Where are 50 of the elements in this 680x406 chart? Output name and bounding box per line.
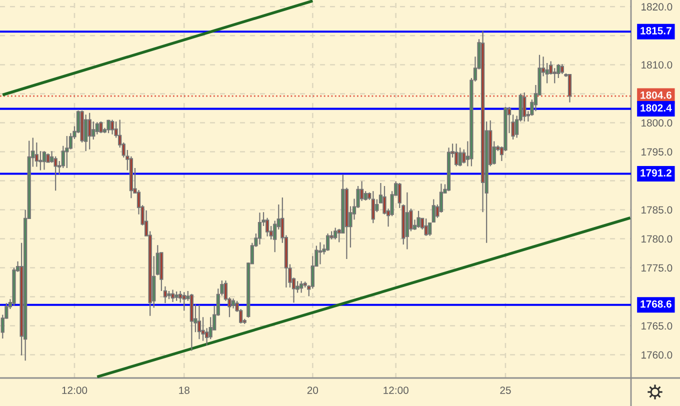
candlestick [258, 212, 262, 246]
candlestick [334, 227, 338, 240]
x-tick-label: 20 [307, 386, 318, 394]
candlestick [167, 290, 171, 300]
candlestick [182, 292, 186, 312]
candlestick [522, 92, 526, 122]
candlestick [428, 222, 432, 236]
candlestick [34, 142, 38, 168]
candlestick [65, 136, 69, 169]
y-tick-label: 1820.0 [642, 3, 672, 11]
x-tick-label: 25 [500, 386, 511, 394]
y-tick-label: 1775.0 [642, 264, 672, 272]
y-tick-label: 1810.0 [642, 61, 672, 69]
x-tick-label: 12:00 [384, 386, 408, 394]
ref-line-label: 1802.4 [640, 104, 672, 112]
x-tick-label: 18 [179, 386, 190, 394]
candlestick [84, 114, 88, 152]
candlestick [416, 210, 420, 228]
candlestick [458, 147, 462, 167]
candlestick [197, 304, 202, 340]
ref-line-label: 1815.7 [640, 27, 672, 34]
y-tick-label: 1795.0 [642, 148, 672, 156]
candlestick [371, 190, 375, 224]
candlestick [405, 192, 409, 250]
candlestick [174, 290, 178, 302]
candlestick [326, 232, 330, 252]
candlestick [432, 198, 436, 224]
y-tick-label: 1780.0 [642, 235, 672, 243]
candlestick [170, 289, 175, 303]
candlestick [568, 73, 572, 103]
y-tick-label: 1785.0 [642, 206, 672, 214]
candlestick [318, 242, 322, 265]
candlestick [560, 64, 564, 75]
y-tick-label: 1800.0 [642, 119, 672, 127]
candlestick [99, 120, 103, 134]
ref-line-label: 1804.6 [640, 91, 672, 99]
candlestick [424, 218, 428, 236]
candlestick [110, 119, 114, 135]
ref-line-label: 1768.6 [640, 300, 672, 308]
candlestick [454, 143, 458, 167]
x-tick-label: 12:00 [62, 386, 88, 394]
candlestick [106, 119, 110, 134]
candlestick [446, 147, 451, 192]
candlestick [42, 150, 46, 170]
ref-line-label: 1791.2 [640, 169, 672, 177]
y-tick-label: 1765.0 [642, 322, 672, 330]
y-tick-label: 1760.0 [642, 351, 672, 359]
candlestick [190, 293, 194, 352]
candlestick [300, 280, 304, 294]
candlestick [88, 112, 92, 150]
